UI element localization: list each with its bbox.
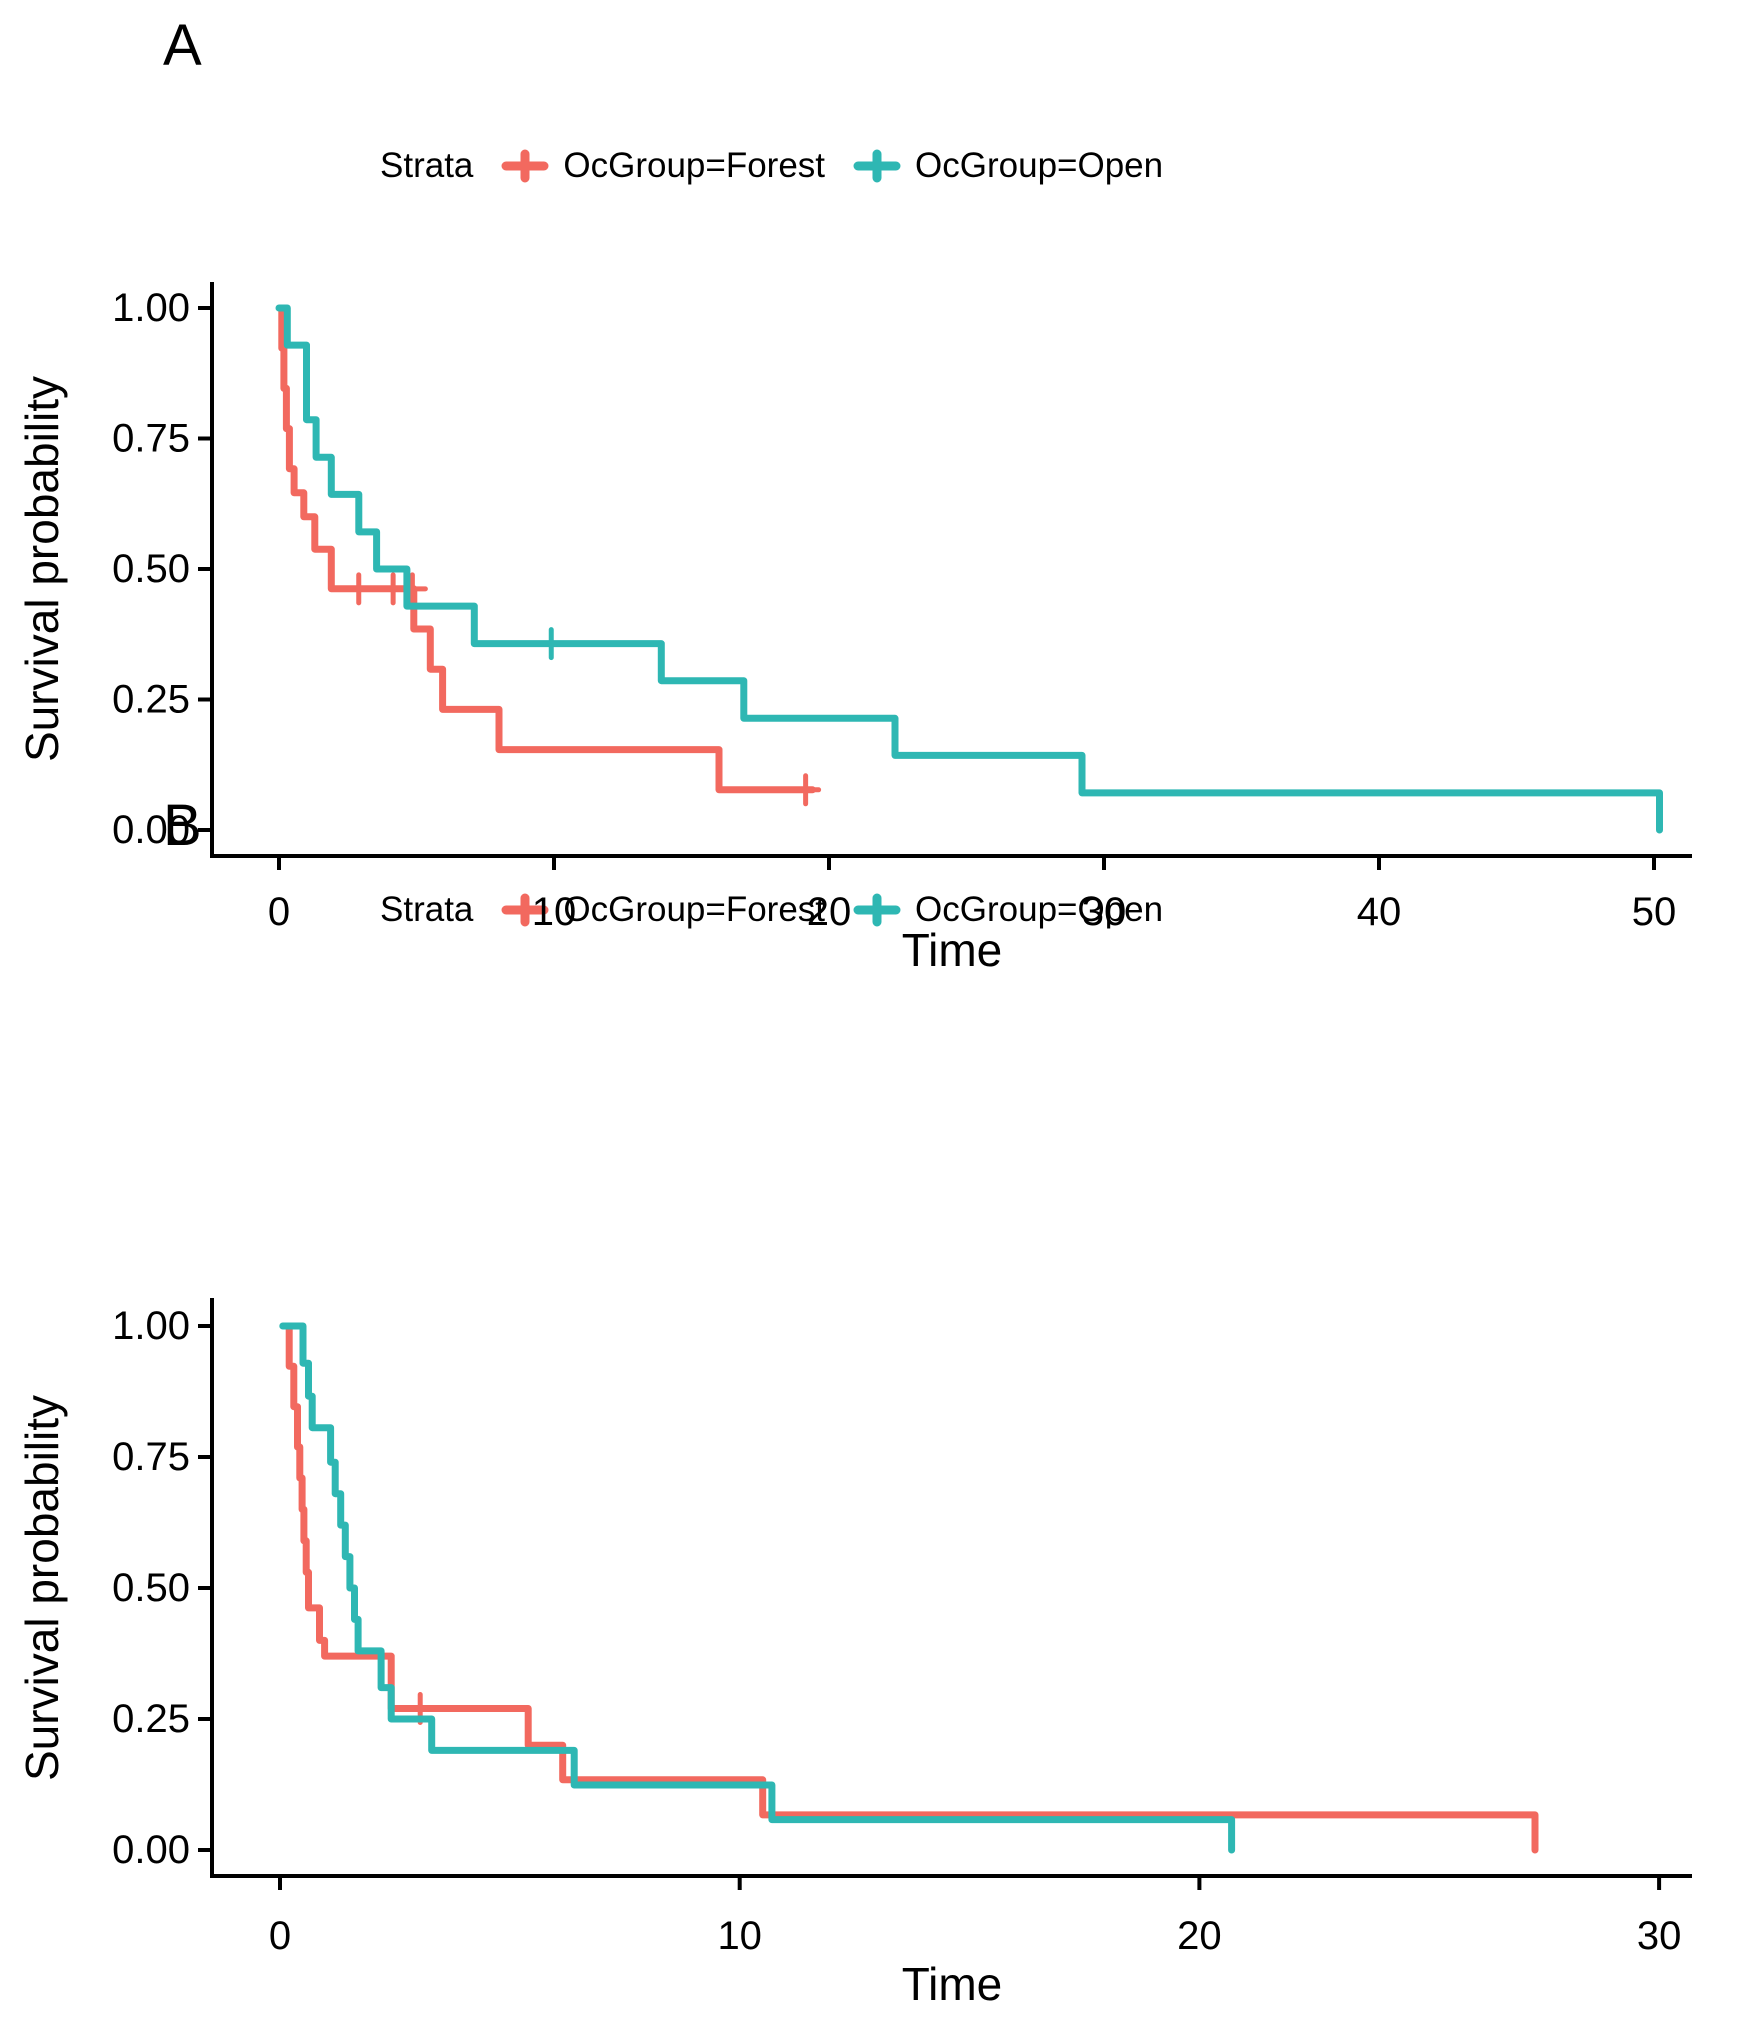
- km-curve-forest: [276, 304, 816, 794]
- y-tick-label: 1.00: [112, 286, 190, 330]
- x-tick-label: 10: [532, 890, 577, 934]
- legend-item-forest[interactable]: OcGroup=Forest: [501, 146, 825, 186]
- y-tick-label: 1.00: [112, 1304, 190, 1348]
- y-axis-title: Survival probability: [16, 1395, 68, 1781]
- legend-item-open[interactable]: OcGroup=Open: [853, 890, 1163, 930]
- legend-item-label: OcGroup=Open: [915, 890, 1164, 929]
- legend-title: Strata: [380, 890, 474, 929]
- y-tick-label: 0.75: [112, 417, 190, 461]
- censor-plus-mark-forest: [343, 572, 375, 606]
- x-tick-label: 0: [268, 890, 290, 934]
- y-tick-label: 0.25: [112, 678, 190, 722]
- km-curve-open: [279, 1322, 1236, 1854]
- x-tick-label: 10: [717, 1914, 762, 1958]
- y-tick-label: 0.00: [112, 1828, 190, 1872]
- legend-item-forest[interactable]: OcGroup=Forest: [501, 890, 825, 930]
- y-tick-label: 0.00: [112, 808, 190, 852]
- y-tick-label: 0.25: [112, 1697, 190, 1741]
- legend-item-label: OcGroup=Forest: [563, 890, 826, 929]
- legend-title: Strata: [380, 146, 474, 185]
- x-tick-label: 20: [1177, 1914, 1222, 1958]
- x-tick-label: 30: [1082, 890, 1127, 934]
- censor-plus-icon: [501, 149, 549, 183]
- x-tick-label: 20: [807, 890, 852, 934]
- y-axis-title: Survival probability: [16, 376, 68, 762]
- legend-item-label: OcGroup=Forest: [563, 146, 826, 185]
- km-curve-open: [275, 304, 1663, 834]
- panel-label-a: A: [163, 13, 202, 78]
- x-tick-label: 0: [269, 1914, 291, 1958]
- censor-plus-icon: [853, 149, 901, 183]
- x-tick-label: 30: [1637, 1914, 1682, 1958]
- censor-plus-icon: [501, 893, 549, 927]
- legend-panel-a: Strata OcGroup=Forest OcGroup=Open: [380, 146, 1163, 186]
- censor-plus-mark-forest: [396, 572, 428, 606]
- y-tick-label: 0.75: [112, 1435, 190, 1479]
- legend-item-label: OcGroup=Open: [915, 146, 1164, 185]
- legend-panel-b: Strata OcGroup=Forest OcGroup=Open: [380, 890, 1163, 930]
- x-tick-label: 50: [1632, 890, 1677, 934]
- panel-label-b: B: [163, 793, 202, 858]
- censor-plus-icon: [853, 893, 901, 927]
- y-tick-label: 0.50: [112, 547, 190, 591]
- x-tick-label: 40: [1357, 890, 1402, 934]
- km-curve-forest: [283, 1322, 1539, 1854]
- legend-item-open[interactable]: OcGroup=Open: [853, 146, 1163, 186]
- x-axis-title: Time: [902, 924, 1003, 976]
- censor-plus-mark-forest: [790, 773, 822, 807]
- y-tick-label: 0.50: [112, 1566, 190, 1610]
- censor-plus-mark-open: [535, 627, 567, 661]
- x-axis-title: Time: [902, 1958, 1003, 2010]
